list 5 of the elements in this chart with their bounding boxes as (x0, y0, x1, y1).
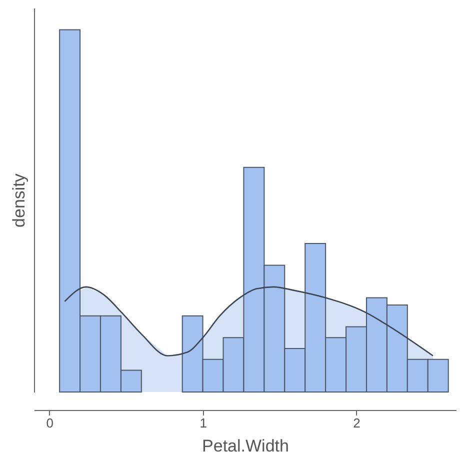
x-tick-label: 0 (46, 416, 54, 430)
y-axis-title: density (10, 173, 28, 228)
x-axis-title: Petal.Width (202, 436, 289, 456)
x-tick-label: 1 (200, 416, 207, 430)
x-tick-label: 2 (353, 416, 360, 430)
